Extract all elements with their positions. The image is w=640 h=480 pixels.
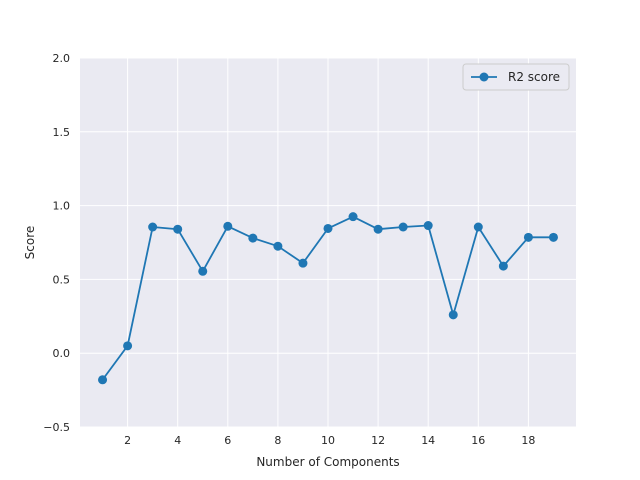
x-tick-labels: 2 4 6 8 10 12 14 16 18 [124,434,535,447]
x-tick-label: 16 [471,434,485,447]
legend-marker-swatch [479,72,489,82]
data-point [348,212,358,222]
y-tick-labels: −0.5 0.0 0.5 1.0 1.5 2.0 [43,52,70,434]
data-point [148,222,158,232]
data-point [123,341,133,351]
data-point [523,232,533,242]
data-point [248,233,258,243]
data-point [473,222,483,232]
x-tick-label: 10 [321,434,335,447]
x-tick-label: 4 [174,434,181,447]
data-point [98,375,108,385]
y-tick-label: −0.5 [43,421,70,434]
data-point [373,224,383,234]
y-tick-label: 1.5 [53,126,71,139]
data-point [298,258,308,268]
y-tick-label: 1.0 [53,200,71,213]
legend-label: R2 score [508,70,560,84]
legend: R2 score [462,63,570,91]
x-tick-label: 14 [421,434,435,447]
data-point [223,221,233,231]
data-point [273,241,283,251]
data-point [548,232,558,242]
x-tick-label: 18 [521,434,535,447]
series-layer [98,212,558,385]
y-tick-label: 2.0 [53,52,71,65]
y-tick-label: 0.5 [53,273,71,286]
data-point [323,223,333,233]
grid-lines [80,57,576,428]
legend-box [462,63,570,91]
y-tick-label: 0.0 [53,347,71,360]
data-point [398,222,408,232]
data-point [198,266,208,276]
x-axis-label: Number of Components [256,455,399,469]
x-tick-label: 12 [371,434,385,447]
data-point [498,261,508,271]
y-axis-label: Score [23,226,37,260]
x-tick-label: 2 [124,434,131,447]
data-point [423,221,433,231]
data-point [448,310,458,320]
x-tick-label: 8 [274,434,281,447]
data-point [173,224,183,234]
x-tick-label: 6 [224,434,231,447]
